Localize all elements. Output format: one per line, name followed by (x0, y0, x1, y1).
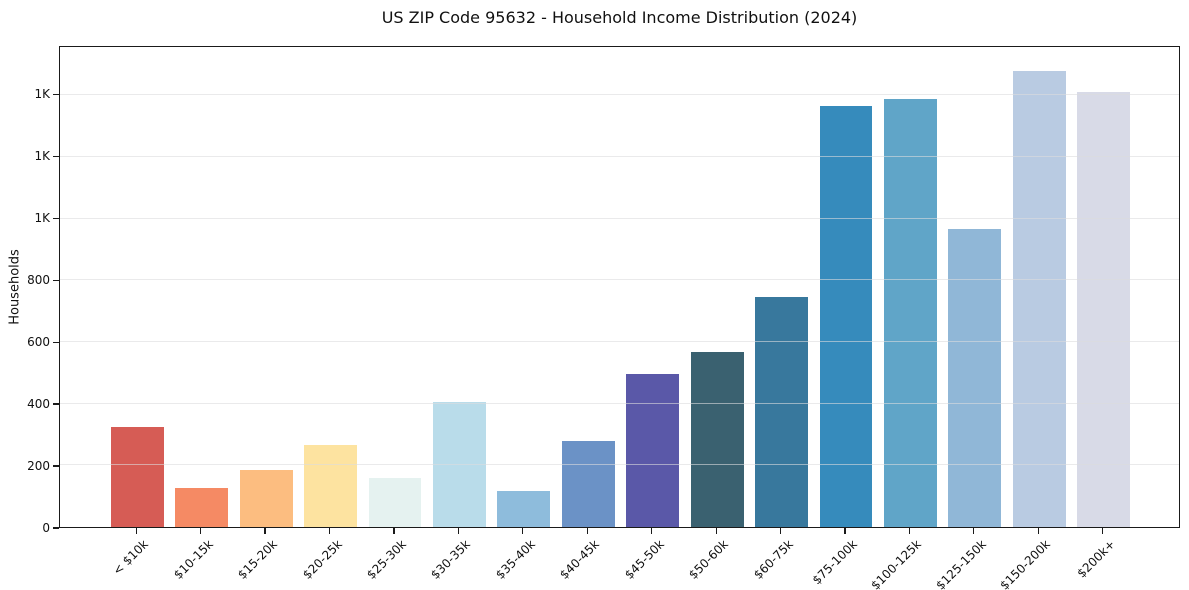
y-tick-label: 1K (34, 87, 50, 102)
y-tick-label: 1K (34, 149, 50, 164)
x-tick-label: $40-45k (557, 537, 603, 582)
gridline (60, 217, 1179, 219)
y-tick-label: 600 (27, 335, 50, 350)
gridline (60, 155, 1179, 157)
bar-$100-125k (884, 99, 937, 527)
bar-$60-75k (755, 296, 808, 527)
y-tick-mark (53, 155, 59, 157)
gridline (60, 279, 1179, 281)
x-tick-mark (715, 528, 717, 534)
bar-$50-60k (690, 351, 744, 527)
x-tick-mark (328, 528, 331, 534)
x-tick-label: $75-100k (809, 537, 860, 588)
x-tick-mark (586, 528, 588, 534)
x-tick-mark (908, 528, 911, 534)
x-tick-mark (844, 528, 846, 534)
x-tick-label: $150-200k (997, 537, 1054, 590)
x-tick-label: $50-60k (686, 537, 732, 582)
y-tick-mark (53, 93, 59, 95)
y-tick-mark (53, 341, 59, 343)
bar-$150-200k (1012, 70, 1066, 527)
chart-title: US ZIP Code 95632 - Household Income Dis… (381, 8, 858, 27)
y-tick-label: 0 (42, 521, 50, 535)
x-tick-label: $35-40k (492, 537, 538, 582)
gridline (60, 402, 1179, 404)
x-tick-mark (200, 528, 202, 534)
x-tick-label: $45-50k (621, 537, 667, 582)
x-tick-mark (973, 528, 975, 534)
x-tick-label: $200k+ (1074, 537, 1118, 581)
bar-$45-50k (626, 373, 680, 527)
gridline (60, 340, 1179, 342)
plot-area (59, 46, 1180, 528)
y-tick-mark (53, 279, 59, 281)
y-tick-label: 400 (27, 397, 50, 412)
x-tick-label: $30-35k (428, 537, 474, 582)
bar-$200k+ (1077, 92, 1131, 527)
x-tick-mark (1037, 528, 1039, 534)
bar-$25-30k (368, 478, 422, 527)
x-tick-mark (393, 528, 395, 534)
y-tick-label: 1K (34, 211, 50, 226)
x-tick-label: $125-150k (933, 537, 989, 590)
x-tick-label: $10-15k (170, 537, 216, 582)
bar-$75-100k (819, 105, 873, 527)
bar-$20-25k (304, 444, 357, 527)
bar-$15-20k (239, 470, 293, 527)
x-tick-label: $15-20k (235, 537, 280, 582)
x-tick-mark (1102, 528, 1104, 534)
x-tick-mark (135, 528, 137, 534)
y-tick-mark (53, 403, 59, 405)
x-tick-mark (264, 528, 266, 534)
x-tick-mark (651, 528, 653, 534)
y-tick-label: 200 (27, 459, 50, 474)
y-tick-mark (53, 217, 59, 219)
bar-$10-15k (175, 488, 229, 527)
x-tick-mark (522, 528, 524, 534)
bar-< $10k (110, 426, 164, 527)
gridline (60, 94, 1179, 96)
y-tick-mark (53, 465, 59, 467)
x-tick-label: $100-125k (868, 537, 925, 590)
bar-$40-45k (561, 441, 615, 527)
y-tick-label: 800 (27, 273, 50, 288)
x-tick-mark (457, 528, 459, 534)
y-tick-mark (53, 527, 59, 529)
x-tick-label: $60-75k (750, 537, 796, 582)
bar-$35-40k (497, 491, 551, 527)
x-tick-mark (779, 528, 782, 534)
gridline (60, 464, 1179, 466)
x-tick-label: $20-25k (299, 537, 345, 582)
x-tick-label: $25-30k (364, 537, 409, 582)
x-tick-label: < $10k (110, 537, 152, 578)
y-axis-label: Households (7, 249, 23, 325)
bar-$125-150k (948, 229, 1002, 527)
